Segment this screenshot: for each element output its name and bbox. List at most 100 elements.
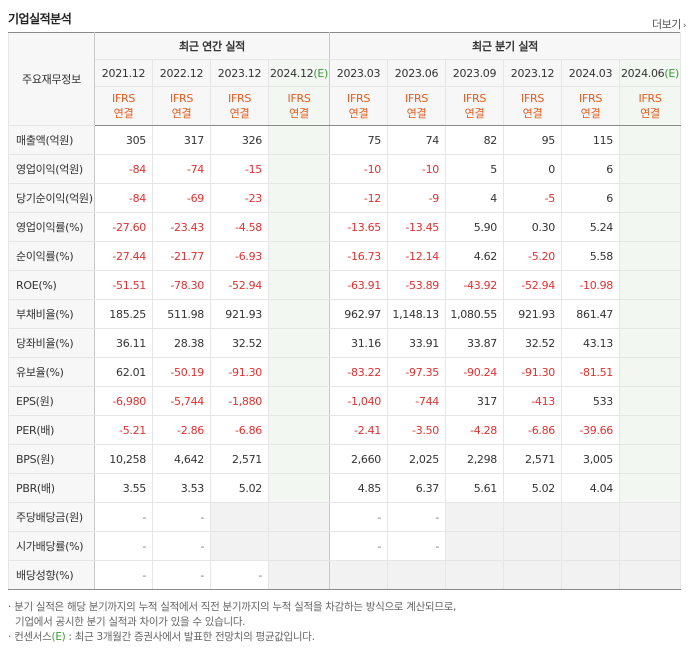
table-cell [268, 270, 330, 300]
table-cell: 3,005 [561, 444, 620, 474]
row-label: PBR(배) [8, 473, 95, 503]
table-cell [503, 560, 562, 590]
table-cell: 5 [445, 154, 504, 184]
table-cell [210, 502, 269, 532]
table-cell: -81.51 [561, 357, 620, 387]
table-cell [619, 386, 681, 416]
table-cell: -5,744 [152, 386, 211, 416]
table-cell [503, 531, 562, 561]
table-cell: -23 [210, 183, 269, 213]
standard-line2: 연결 [289, 107, 309, 120]
table-cell: - [329, 502, 388, 532]
estimate-mark: (E) [51, 631, 66, 643]
table-cell: -4.58 [210, 212, 269, 242]
table-cell: - [94, 531, 153, 561]
table-cell: -413 [503, 386, 562, 416]
table-cell: 32.52 [210, 328, 269, 358]
table-cell: -84 [94, 183, 153, 213]
table-cell [619, 560, 681, 590]
table-cell: -91.30 [503, 357, 562, 387]
accounting-standard: IFRS 연결 [329, 86, 388, 126]
row-label: 매출액(억원) [8, 125, 95, 155]
table-cell: -3.50 [387, 415, 446, 445]
table-cell [268, 444, 330, 474]
table-cell: 305 [94, 125, 153, 155]
period-header: 2022.12 [152, 59, 211, 87]
standard-line2: 연결 [522, 107, 543, 120]
table-cell: -21.77 [152, 241, 211, 271]
table-cell: 74 [387, 125, 446, 155]
table-cell: -69 [152, 183, 211, 213]
table-row: 유보율(%) 62.01 -50.19 -91.30 -83.22 -97.35 -90.2… [8, 357, 681, 387]
table-cell: 3.55 [94, 473, 153, 503]
table-cell: -63.91 [329, 270, 388, 300]
table-cell: 28.38 [152, 328, 211, 358]
table-cell: -97.35 [387, 357, 446, 387]
period-header: 2024.12(E) [268, 59, 330, 87]
table-cell: 1,148.13 [387, 299, 446, 329]
table-cell: 62.01 [94, 357, 153, 387]
table-cell: -13.65 [329, 212, 388, 242]
table-cell [503, 502, 562, 532]
table-cell [619, 270, 681, 300]
table-cell: 6.37 [387, 473, 446, 503]
table-cell [619, 415, 681, 445]
table-cell [268, 357, 330, 387]
standard-line2: 연결 [640, 107, 660, 120]
table-row: 배당성향(%) - - - [8, 560, 681, 590]
table-row: EPS(원) -6,980 -5,744 -1,880 -1,040 -744 317 -41… [8, 386, 681, 416]
period-row: 2021.12 2022.12 2023.12 2024.12(E) 2023.03 20… [9, 59, 681, 87]
accounting-standard: IFRS 연결 [561, 86, 620, 126]
estimate-mark: (E) [313, 66, 329, 80]
row-label: PER(배) [8, 415, 95, 445]
chevron-right-icon: › [682, 21, 687, 31]
table-cell: 5.02 [210, 473, 269, 503]
table-cell [268, 328, 330, 358]
section-header: 기업실적분석 더보기 › [8, 8, 687, 32]
table-cell: - [387, 531, 446, 561]
table-cell [619, 357, 681, 387]
table-cell: 5.61 [445, 473, 504, 503]
table-cell: -23.43 [152, 212, 211, 242]
period-header: 2023.12 [503, 59, 562, 87]
table-cell [268, 502, 330, 532]
period-label: 2024.12 [269, 66, 314, 80]
table-cell: -27.60 [94, 212, 153, 242]
table-cell: -10.98 [561, 270, 620, 300]
table-cell: - [210, 560, 269, 590]
table-cell [619, 212, 681, 242]
table-cell: -90.24 [445, 357, 504, 387]
standard-line1: IFRS [579, 92, 602, 105]
table-row: 순이익률(%) -27.44 -21.77 -6.93 -16.73 -12.14 4.62… [8, 241, 681, 271]
standard-line2: 연결 [229, 107, 250, 120]
footnote-2: · 컨센서스(E) : 최근 3개월간 증권사에서 발표한 전망치의 평균값입니… [8, 631, 315, 643]
period-header: 2023.03 [329, 59, 388, 87]
table-cell: - [94, 502, 153, 532]
row-label: EPS(원) [8, 386, 95, 416]
table-cell: 31.16 [329, 328, 388, 358]
table-cell: 3.53 [152, 473, 211, 503]
table-cell: -50.19 [152, 357, 211, 387]
table-cell: - [329, 531, 388, 561]
accounting-standard: IFRS 연결 [94, 86, 153, 126]
period-header: 2023.12 [210, 59, 269, 87]
table-cell: 2,025 [387, 444, 446, 474]
corner-label: 주요재무정보 [8, 32, 95, 126]
table-cell: -1,880 [210, 386, 269, 416]
table-cell [268, 473, 330, 503]
table-cell: -744 [387, 386, 446, 416]
table-row: 당기순이익(억원) -84 -69 -23 -12 -9 4 -5 6 [8, 183, 681, 213]
table-cell: -4.28 [445, 415, 504, 445]
table-cell: 75 [329, 125, 388, 155]
more-link[interactable]: 더보기 › [652, 16, 687, 32]
table-row: 시가배당률(%) - - - - [8, 531, 681, 561]
table-cell: 10,258 [94, 444, 153, 474]
table-cell: 43.13 [561, 328, 620, 358]
accounting-standard: IFRS 연결 [619, 86, 681, 126]
standard-line2: 연결 [464, 107, 485, 120]
period-label: 2023.12 [510, 66, 555, 80]
table-cell: 4,642 [152, 444, 211, 474]
table-cell: 115 [561, 125, 620, 155]
accounting-standard: IFRS 연결 [152, 86, 211, 126]
table-cell: 82 [445, 125, 504, 155]
